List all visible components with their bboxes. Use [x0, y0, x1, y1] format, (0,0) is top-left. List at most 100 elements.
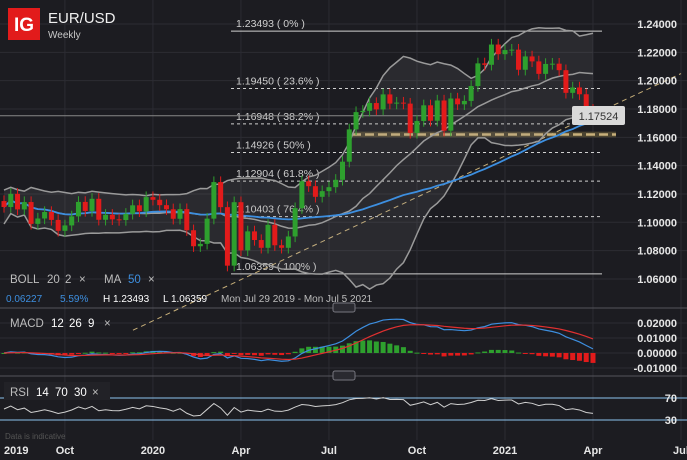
rsi-panel: [0, 397, 687, 421]
candle: [48, 211, 54, 220]
macd-histogram-bar: [238, 353, 244, 356]
high-value: H 1.23493: [103, 294, 150, 305]
macd-histogram-bar: [475, 352, 481, 354]
candle: [177, 209, 183, 219]
boll-remove-icon[interactable]: ×: [79, 274, 86, 286]
macd-histogram-bar: [231, 353, 237, 354]
candle: [543, 63, 549, 74]
candle: [434, 100, 440, 121]
candles: [1, 38, 596, 272]
candle: [299, 181, 305, 209]
candle: [549, 63, 555, 65]
candle: [414, 121, 420, 133]
ig-logo: [8, 8, 40, 40]
timeframe-label: Weekly: [48, 30, 81, 41]
candle: [251, 231, 257, 241]
macd-histogram-bar: [522, 353, 528, 354]
price-tick-label: 1.24000: [637, 19, 677, 31]
date-tick-label: Oct: [408, 445, 427, 457]
rsi-label: RSI: [10, 387, 29, 399]
price-tick-label: 1.20000: [637, 76, 677, 88]
macd-histogram-bar: [407, 350, 413, 353]
macd-remove-icon[interactable]: ×: [104, 318, 111, 330]
macd-histogram-bar: [245, 353, 251, 355]
macd-histogram-bar: [109, 353, 115, 354]
macd-histogram-bar: [340, 345, 345, 353]
candle: [495, 44, 501, 55]
candle: [109, 214, 115, 220]
date-range: Mon Jul 29 2019 - Mon Jul 5 2021: [221, 294, 373, 305]
macd-histogram-bar: [218, 351, 224, 353]
candle: [333, 179, 339, 188]
candle: [380, 94, 386, 110]
macd-histogram-bar: [394, 345, 400, 353]
panel-resize-handle[interactable]: [332, 302, 356, 313]
candle: [157, 199, 163, 206]
candle: [35, 218, 41, 224]
macd-histogram-bar: [516, 352, 522, 354]
candle: [536, 61, 542, 74]
macd-histogram-bar: [299, 348, 305, 353]
price-tick-label: 1.14000: [637, 161, 677, 173]
candle: [346, 129, 352, 162]
date-tick-label: Apr: [231, 445, 251, 457]
macd-histogram-bar: [136, 352, 142, 354]
rsi-remove-icon[interactable]: ×: [92, 387, 99, 399]
macd-histogram-bar: [434, 353, 440, 355]
candle: [150, 197, 156, 200]
macd-histogram-bar: [543, 353, 549, 357]
macd-histogram-bar: [570, 353, 576, 361]
panel-resize-handle[interactable]: [332, 370, 356, 381]
ma-50-line: [3, 120, 594, 221]
macd-tick-label: 0.01000: [637, 333, 677, 345]
candle: [130, 205, 136, 214]
ma-legend[interactable]: MA 50 ×: [104, 274, 155, 286]
macd-histogram-bar: [590, 353, 596, 363]
candle: [279, 245, 285, 248]
candle: [42, 211, 48, 219]
macd-histogram-bar: [360, 340, 366, 353]
candle: [21, 202, 27, 210]
macd-histogram-bar: [191, 353, 197, 357]
candle: [123, 213, 129, 221]
macd-histogram-bar: [1, 353, 7, 354]
macd-histogram-bar: [400, 347, 406, 353]
boll-legend[interactable]: BOLL 20 2 ×: [10, 274, 86, 286]
candle: [570, 87, 576, 93]
candle: [136, 205, 142, 212]
macd-histogram-bar: [529, 353, 535, 355]
fib-label: 1.19450 ( 23.6% ): [236, 75, 319, 87]
candle: [529, 56, 535, 62]
candle: [576, 87, 582, 95]
ma-remove-icon[interactable]: ×: [148, 274, 155, 286]
macd-histogram-bar: [69, 353, 75, 355]
macd-legend[interactable]: MACD 12 26 9 ×: [10, 318, 111, 330]
macd-histogram-bar: [563, 353, 569, 360]
price-tick-label: 1.22000: [637, 47, 677, 59]
macd-histogram-bar: [62, 353, 68, 356]
current-price-tag: 1.17524: [572, 106, 625, 125]
price-tick-label: 1.12000: [637, 189, 677, 201]
bollinger-upper: [3, 26, 594, 197]
candle: [455, 98, 461, 105]
macd-slow: 26: [69, 318, 82, 330]
macd-histogram-bar: [495, 349, 501, 353]
candle: [143, 197, 149, 212]
candle: [285, 236, 291, 248]
candle: [170, 209, 176, 219]
macd-histogram-bar: [509, 350, 515, 353]
rsi-legend[interactable]: RSI 14 70 30 ×: [4, 382, 110, 400]
macd-histogram-bar: [75, 353, 81, 354]
macd-histogram-bar: [279, 353, 285, 356]
candle: [394, 102, 400, 104]
candle: [163, 205, 169, 210]
date-tick-label: Apr: [584, 445, 604, 457]
candle: [204, 218, 210, 244]
macd-histogram-bar: [123, 353, 129, 354]
candle: [340, 161, 345, 180]
candle: [400, 102, 406, 104]
candle: [258, 240, 264, 248]
macd-histogram-bar: [211, 352, 217, 354]
